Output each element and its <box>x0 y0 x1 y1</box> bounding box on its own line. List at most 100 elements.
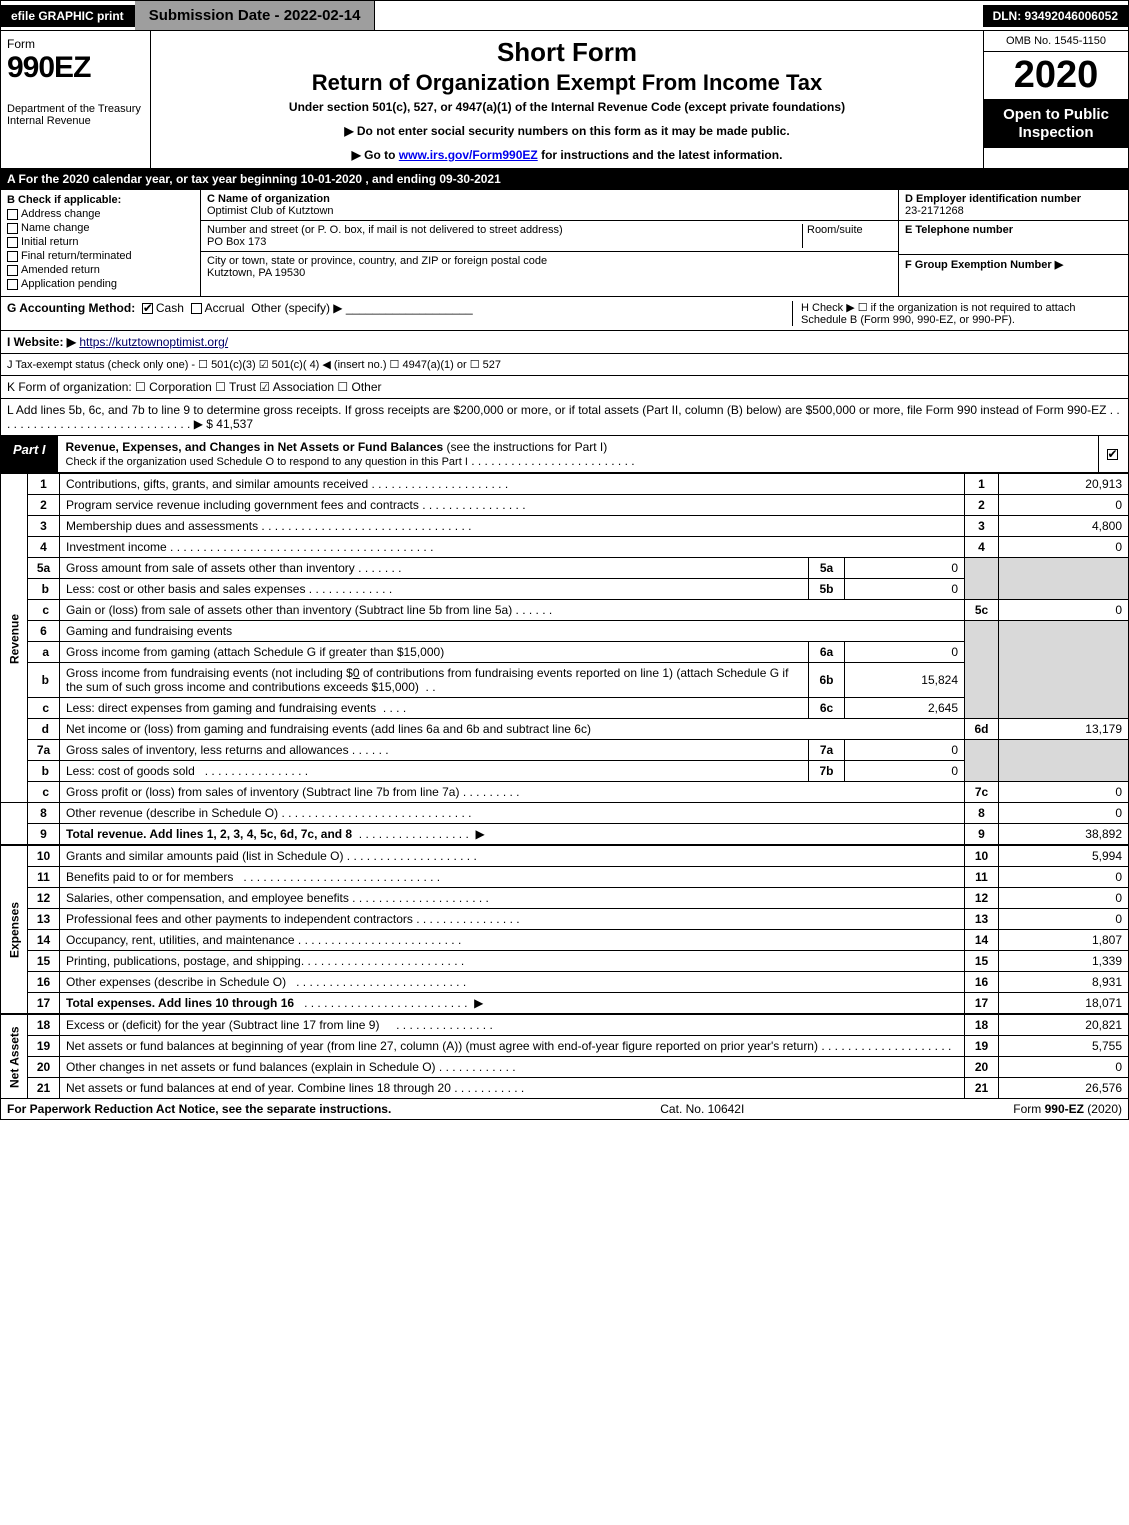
table-row: 17 Total expenses. Add lines 10 through … <box>1 993 1129 1014</box>
addr-value: PO Box 173 <box>207 236 266 248</box>
table-row: 19 Net assets or fund balances at beginn… <box>1 1036 1129 1057</box>
row-l-gross-receipts: L Add lines 5b, 6c, and 7b to line 9 to … <box>0 399 1129 436</box>
submission-date: Submission Date - 2022-02-14 <box>135 1 376 30</box>
form-number: 990EZ <box>7 51 144 85</box>
check-initial-return[interactable]: Initial return <box>7 236 194 248</box>
title-short-form: Short Form <box>163 37 971 68</box>
check-cash[interactable] <box>142 303 153 314</box>
line-col: 1 <box>965 474 999 495</box>
table-row: 8 Other revenue (describe in Schedule O)… <box>1 803 1129 824</box>
efile-label: efile GRAPHIC print <box>1 5 135 27</box>
addr-label: Number and street (or P. O. box, if mail… <box>207 224 563 236</box>
part1-title-suffix: (see the instructions for Part I) <box>443 440 607 454</box>
line-amt: 20,913 <box>999 474 1129 495</box>
subtitle: Under section 501(c), 527, or 4947(a)(1)… <box>163 100 971 114</box>
ein-label: D Employer identification number <box>905 193 1081 205</box>
side-label-revenue: Revenue <box>1 474 28 803</box>
check-accrual[interactable] <box>191 303 202 314</box>
check-amended-return[interactable]: Amended return <box>7 264 194 276</box>
table-row: c Gain or (loss) from sale of assets oth… <box>1 600 1129 621</box>
line-text: Contributions, gifts, grants, and simila… <box>60 474 965 495</box>
header-right: OMB No. 1545-1150 2020 Open to Public In… <box>983 31 1128 168</box>
col-def: D Employer identification number 23-2171… <box>898 190 1128 296</box>
table-row: c Gross profit or (loss) from sales of i… <box>1 782 1129 803</box>
form-word: Form <box>7 37 144 51</box>
phone-label: E Telephone number <box>905 224 1013 236</box>
row-k-form-org: K Form of organization: ☐ Corporation ☐ … <box>0 376 1129 399</box>
table-row: Revenue 1 Contributions, gifts, grants, … <box>1 474 1129 495</box>
accounting-method: G Accounting Method: Cash Accrual Other … <box>7 301 792 326</box>
table-row: 9 Total revenue. Add lines 1, 2, 3, 4, 5… <box>1 824 1129 845</box>
table-netassets: Net Assets 18 Excess or (deficit) for th… <box>0 1014 1129 1099</box>
table-row: 20 Other changes in net assets or fund b… <box>1 1057 1129 1078</box>
table-row: 7a Gross sales of inventory, less return… <box>1 740 1129 761</box>
table-row: a Gross income from gaming (attach Sched… <box>1 642 1129 663</box>
footer-left: For Paperwork Reduction Act Notice, see … <box>7 1102 391 1116</box>
g-label: G Accounting Method: <box>7 301 135 315</box>
part1-desc: Revenue, Expenses, and Changes in Net As… <box>58 436 1098 472</box>
info-grid: B Check if applicable: Address change Na… <box>0 190 1129 297</box>
city-value: Kutztown, PA 19530 <box>207 267 305 279</box>
table-row: b Gross income from fundraising events (… <box>1 663 1129 698</box>
table-row: 3 Membership dues and assessments . . . … <box>1 516 1129 537</box>
table-row: c Less: direct expenses from gaming and … <box>1 698 1129 719</box>
row-i-website: I Website: ▶ https://kutztownoptimist.or… <box>0 331 1129 354</box>
col-b-check: B Check if applicable: Address change Na… <box>1 190 201 296</box>
form-header: Form 990EZ Department of the Treasury In… <box>0 31 1129 169</box>
table-row: 12 Salaries, other compensation, and emp… <box>1 888 1129 909</box>
check-name-change[interactable]: Name change <box>7 222 194 234</box>
dept-irs: Internal Revenue <box>7 115 144 127</box>
col-b-title: B Check if applicable: <box>7 194 194 206</box>
cell-org-name: C Name of organization Optimist Club of … <box>201 190 898 221</box>
open-inspection: Open to Public Inspection <box>984 100 1128 148</box>
side-label-netassets: Net Assets <box>1 1015 28 1099</box>
table-row: 15 Printing, publications, postage, and … <box>1 951 1129 972</box>
footer-right: Form 990-EZ (2020) <box>1013 1102 1122 1116</box>
instr-goto-prefix: ▶ Go to <box>352 148 399 162</box>
table-row: 13 Professional fees and other payments … <box>1 909 1129 930</box>
instr-goto-suffix: for instructions and the latest informat… <box>538 148 783 162</box>
tax-year: 2020 <box>984 52 1128 100</box>
cell-city: City or town, state or province, country… <box>201 252 898 282</box>
header-left: Form 990EZ Department of the Treasury In… <box>1 31 151 168</box>
org-name: Optimist Club of Kutztown <box>207 205 334 217</box>
table-revenue: Revenue 1 Contributions, gifts, grants, … <box>0 473 1129 845</box>
website-label: I Website: ▶ <box>7 335 76 349</box>
table-row: 4 Investment income . . . . . . . . . . … <box>1 537 1129 558</box>
table-row: d Net income or (loss) from gaming and f… <box>1 719 1129 740</box>
footer: For Paperwork Reduction Act Notice, see … <box>0 1099 1129 1120</box>
table-expenses: Expenses 10 Grants and similar amounts p… <box>0 845 1129 1014</box>
row-h: H Check ▶ ☐ if the organization is not r… <box>792 301 1122 326</box>
room-suite-label: Room/suite <box>802 224 892 248</box>
part1-checkbox[interactable] <box>1098 436 1128 472</box>
part1-header: Part I Revenue, Expenses, and Changes in… <box>0 436 1129 473</box>
group-exemption-label: F Group Exemption Number ▶ <box>905 259 1063 271</box>
table-row: 11 Benefits paid to or for members . . .… <box>1 867 1129 888</box>
dln-label: DLN: 93492046006052 <box>983 5 1128 27</box>
title-return: Return of Organization Exempt From Incom… <box>163 70 971 96</box>
check-final-return[interactable]: Final return/terminated <box>7 250 194 262</box>
part1-tag: Part I <box>1 436 58 472</box>
name-label: C Name of organization <box>207 193 330 205</box>
table-row: 16 Other expenses (describe in Schedule … <box>1 972 1129 993</box>
cell-group-exemption: F Group Exemption Number ▶ <box>899 255 1128 295</box>
part1-check-text: Check if the organization used Schedule … <box>66 456 468 468</box>
dept-treasury: Department of the Treasury <box>7 103 144 115</box>
ein-value: 23-2171268 <box>905 205 964 217</box>
table-row: b Less: cost or other basis and sales ex… <box>1 579 1129 600</box>
part1-title: Revenue, Expenses, and Changes in Net As… <box>66 440 444 454</box>
check-application-pending[interactable]: Application pending <box>7 278 194 290</box>
row-l-amount: 41,537 <box>216 417 253 431</box>
website-link[interactable]: https://kutztownoptimist.org/ <box>79 335 228 349</box>
cell-ein: D Employer identification number 23-2171… <box>899 190 1128 221</box>
row-a-tax-year: A For the 2020 calendar year, or tax yea… <box>0 169 1129 190</box>
check-address-change[interactable]: Address change <box>7 208 194 220</box>
irs-link[interactable]: www.irs.gov/Form990EZ <box>399 148 538 162</box>
cell-address: Number and street (or P. O. box, if mail… <box>201 221 898 252</box>
city-label: City or town, state or province, country… <box>207 255 547 267</box>
row-j-tax-exempt: J Tax-exempt status (check only one) - ☐… <box>0 354 1129 376</box>
header-center: Short Form Return of Organization Exempt… <box>151 31 983 168</box>
top-bar: efile GRAPHIC print Submission Date - 20… <box>0 0 1129 31</box>
table-row: 2 Program service revenue including gove… <box>1 495 1129 516</box>
table-row: Net Assets 18 Excess or (deficit) for th… <box>1 1015 1129 1036</box>
